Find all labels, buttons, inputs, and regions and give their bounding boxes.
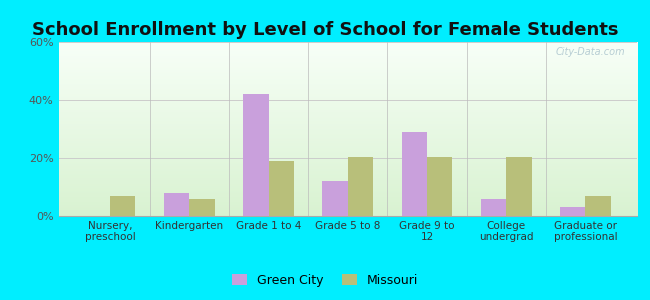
Bar: [481, 199, 506, 216]
Bar: [427, 157, 452, 216]
Bar: [560, 207, 586, 216]
Text: City-Data.com: City-Data.com: [556, 47, 625, 57]
Bar: [348, 157, 373, 216]
Legend: Green City, Missouri: Green City, Missouri: [228, 270, 422, 291]
Text: School Enrollment by Level of School for Female Students: School Enrollment by Level of School for…: [32, 21, 618, 39]
Bar: [110, 196, 135, 216]
Bar: [586, 196, 611, 216]
Bar: [506, 157, 532, 216]
Bar: [322, 181, 348, 216]
Bar: [268, 161, 294, 216]
Bar: [402, 132, 427, 216]
Bar: [243, 94, 268, 216]
Bar: [189, 199, 214, 216]
Bar: [164, 193, 189, 216]
